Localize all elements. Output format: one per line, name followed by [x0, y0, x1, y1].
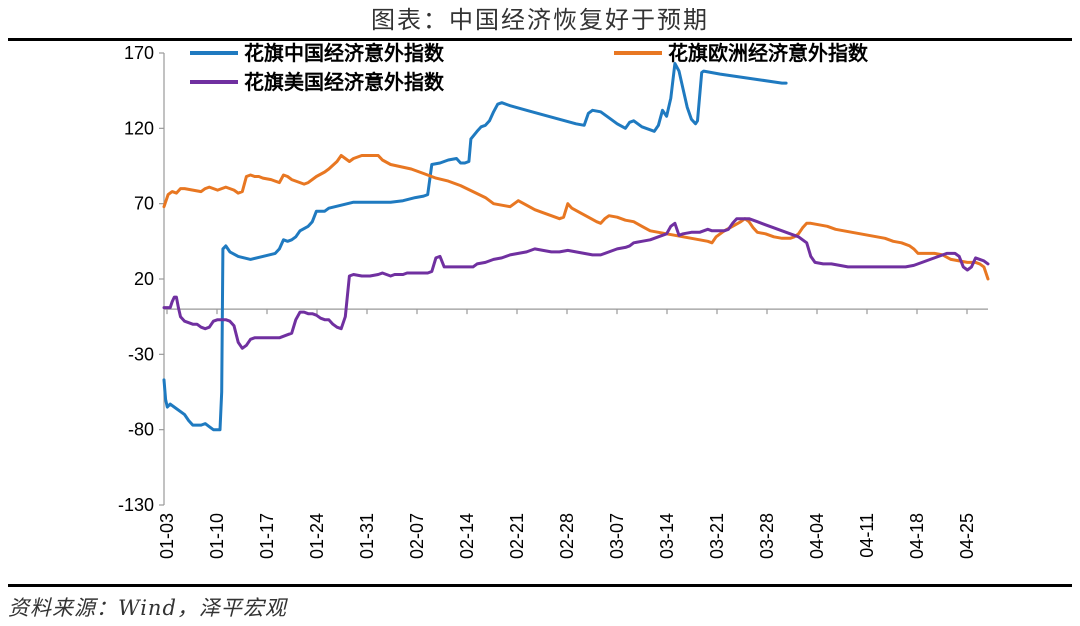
x-tick-label: 04-11 [857, 513, 877, 558]
x-tick-label: 04-04 [807, 513, 827, 559]
x-tick-label: 03-14 [657, 513, 677, 559]
y-tick-label: 70 [134, 194, 154, 214]
x-tick-label: 03-28 [757, 513, 777, 559]
x-tick-label: 02-28 [557, 513, 577, 559]
x-tick-label: 04-18 [907, 513, 927, 559]
series-line-1 [162, 62, 788, 432]
x-tick-label: 01-17 [257, 513, 277, 559]
series-line-3 [162, 217, 990, 350]
series-line-2 [162, 154, 990, 281]
x-tick-label: 01-31 [357, 513, 377, 559]
x-tick-label: 01-24 [307, 513, 327, 559]
y-tick-label: 120 [124, 118, 154, 138]
legend-label-3: 花旗美国经济意外指数 [244, 70, 445, 94]
legend-label-2: 花旗欧洲经济意外指数 [668, 41, 869, 65]
bottom-rule [8, 584, 1072, 587]
x-tick-label: 02-21 [507, 513, 527, 559]
y-tick-label: -80 [128, 420, 154, 440]
x-tick-label: 03-21 [707, 513, 727, 559]
x-tick-label: 04-25 [957, 513, 977, 559]
x-tick-label: 02-14 [457, 513, 477, 559]
y-tick-label: -130 [118, 495, 154, 515]
y-tick-label: 170 [124, 43, 154, 63]
source-note: 资料来源：Wind，泽平宏观 [8, 596, 287, 620]
legend-label-1: 花旗中国经济意外指数 [244, 41, 445, 65]
series-lines [162, 62, 990, 432]
x-tick-label: 01-03 [157, 513, 177, 559]
y-tick-label: 20 [134, 269, 154, 289]
x-tick-label: 01-10 [207, 513, 227, 559]
chart-title: 图表：中国经济恢复好于预期 [371, 6, 709, 34]
x-tick-label: 03-07 [607, 513, 627, 559]
top-rule [8, 38, 1072, 41]
y-tick-label: -30 [128, 344, 154, 364]
x-tick-label: 02-07 [407, 513, 427, 559]
